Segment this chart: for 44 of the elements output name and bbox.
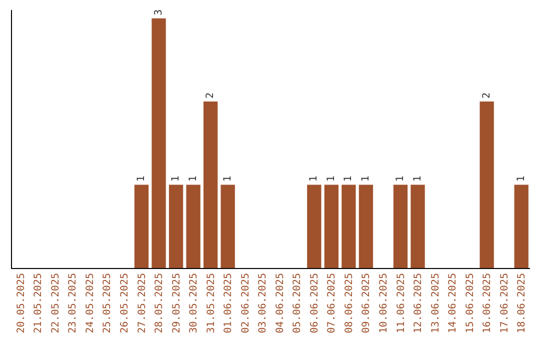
data-label: 1 — [395, 176, 406, 182]
x-tick-label: 25.05.2025 — [102, 273, 114, 334]
x-tick-label: 12.06.2025 — [413, 273, 424, 334]
x-tick-label: 09.06.2025 — [361, 273, 372, 334]
x-tick-label: 18.06.2025 — [516, 273, 528, 334]
x-tick-label: 27.05.2025 — [136, 273, 148, 334]
data-label: 2 — [481, 92, 492, 99]
x-tick-label: 01.06.2025 — [223, 273, 234, 334]
x-tick-label: 31.05.2025 — [206, 273, 217, 334]
x-tick-label: 14.06.2025 — [448, 273, 459, 334]
x-tick-label: 30.05.2025 — [188, 273, 200, 334]
data-label: 1 — [326, 176, 337, 182]
x-tick-label: 13.06.2025 — [430, 273, 442, 334]
data-label: 1 — [360, 176, 372, 182]
data-label: 1 — [136, 176, 147, 182]
x-tick-label: 21.05.2025 — [33, 273, 44, 334]
data-label: 1 — [170, 176, 182, 182]
data-label: 1 — [308, 176, 320, 182]
data-label: 1 — [343, 176, 354, 182]
x-tick-label: 16.06.2025 — [482, 273, 494, 334]
data-label: 2 — [205, 92, 216, 99]
x-tick-label: 23.05.2025 — [68, 273, 79, 334]
data-label: 3 — [153, 9, 164, 16]
x-tick-label: 03.06.2025 — [258, 273, 269, 334]
x-tick-label: 07.06.2025 — [326, 273, 338, 334]
data-label: 1 — [412, 176, 424, 182]
x-tick-label: 02.06.2025 — [240, 273, 252, 334]
x-tick-label: 29.05.2025 — [171, 273, 182, 334]
data-label: 1 — [516, 176, 527, 182]
x-tick-label: 26.05.2025 — [119, 273, 130, 334]
x-tick-label: 06.06.2025 — [309, 273, 320, 334]
x-tick-label: 10.06.2025 — [378, 273, 390, 334]
data-label: 1 — [188, 176, 199, 182]
x-tick-label: 11.06.2025 — [396, 273, 407, 334]
data-label: 1 — [222, 176, 234, 182]
x-tick-label: 04.06.2025 — [274, 273, 286, 334]
x-tick-label: 05.06.2025 — [292, 273, 304, 334]
x-tick-label: 08.06.2025 — [344, 273, 355, 334]
x-tick-label: 17.06.2025 — [499, 273, 510, 334]
x-tick-label: 28.05.2025 — [154, 273, 166, 334]
x-tick-label: 20.05.2025 — [16, 273, 27, 334]
x-tick-label: 22.05.2025 — [50, 273, 62, 334]
x-tick-label: 24.05.2025 — [84, 273, 96, 334]
x-tick-label: 15.06.2025 — [464, 273, 476, 334]
